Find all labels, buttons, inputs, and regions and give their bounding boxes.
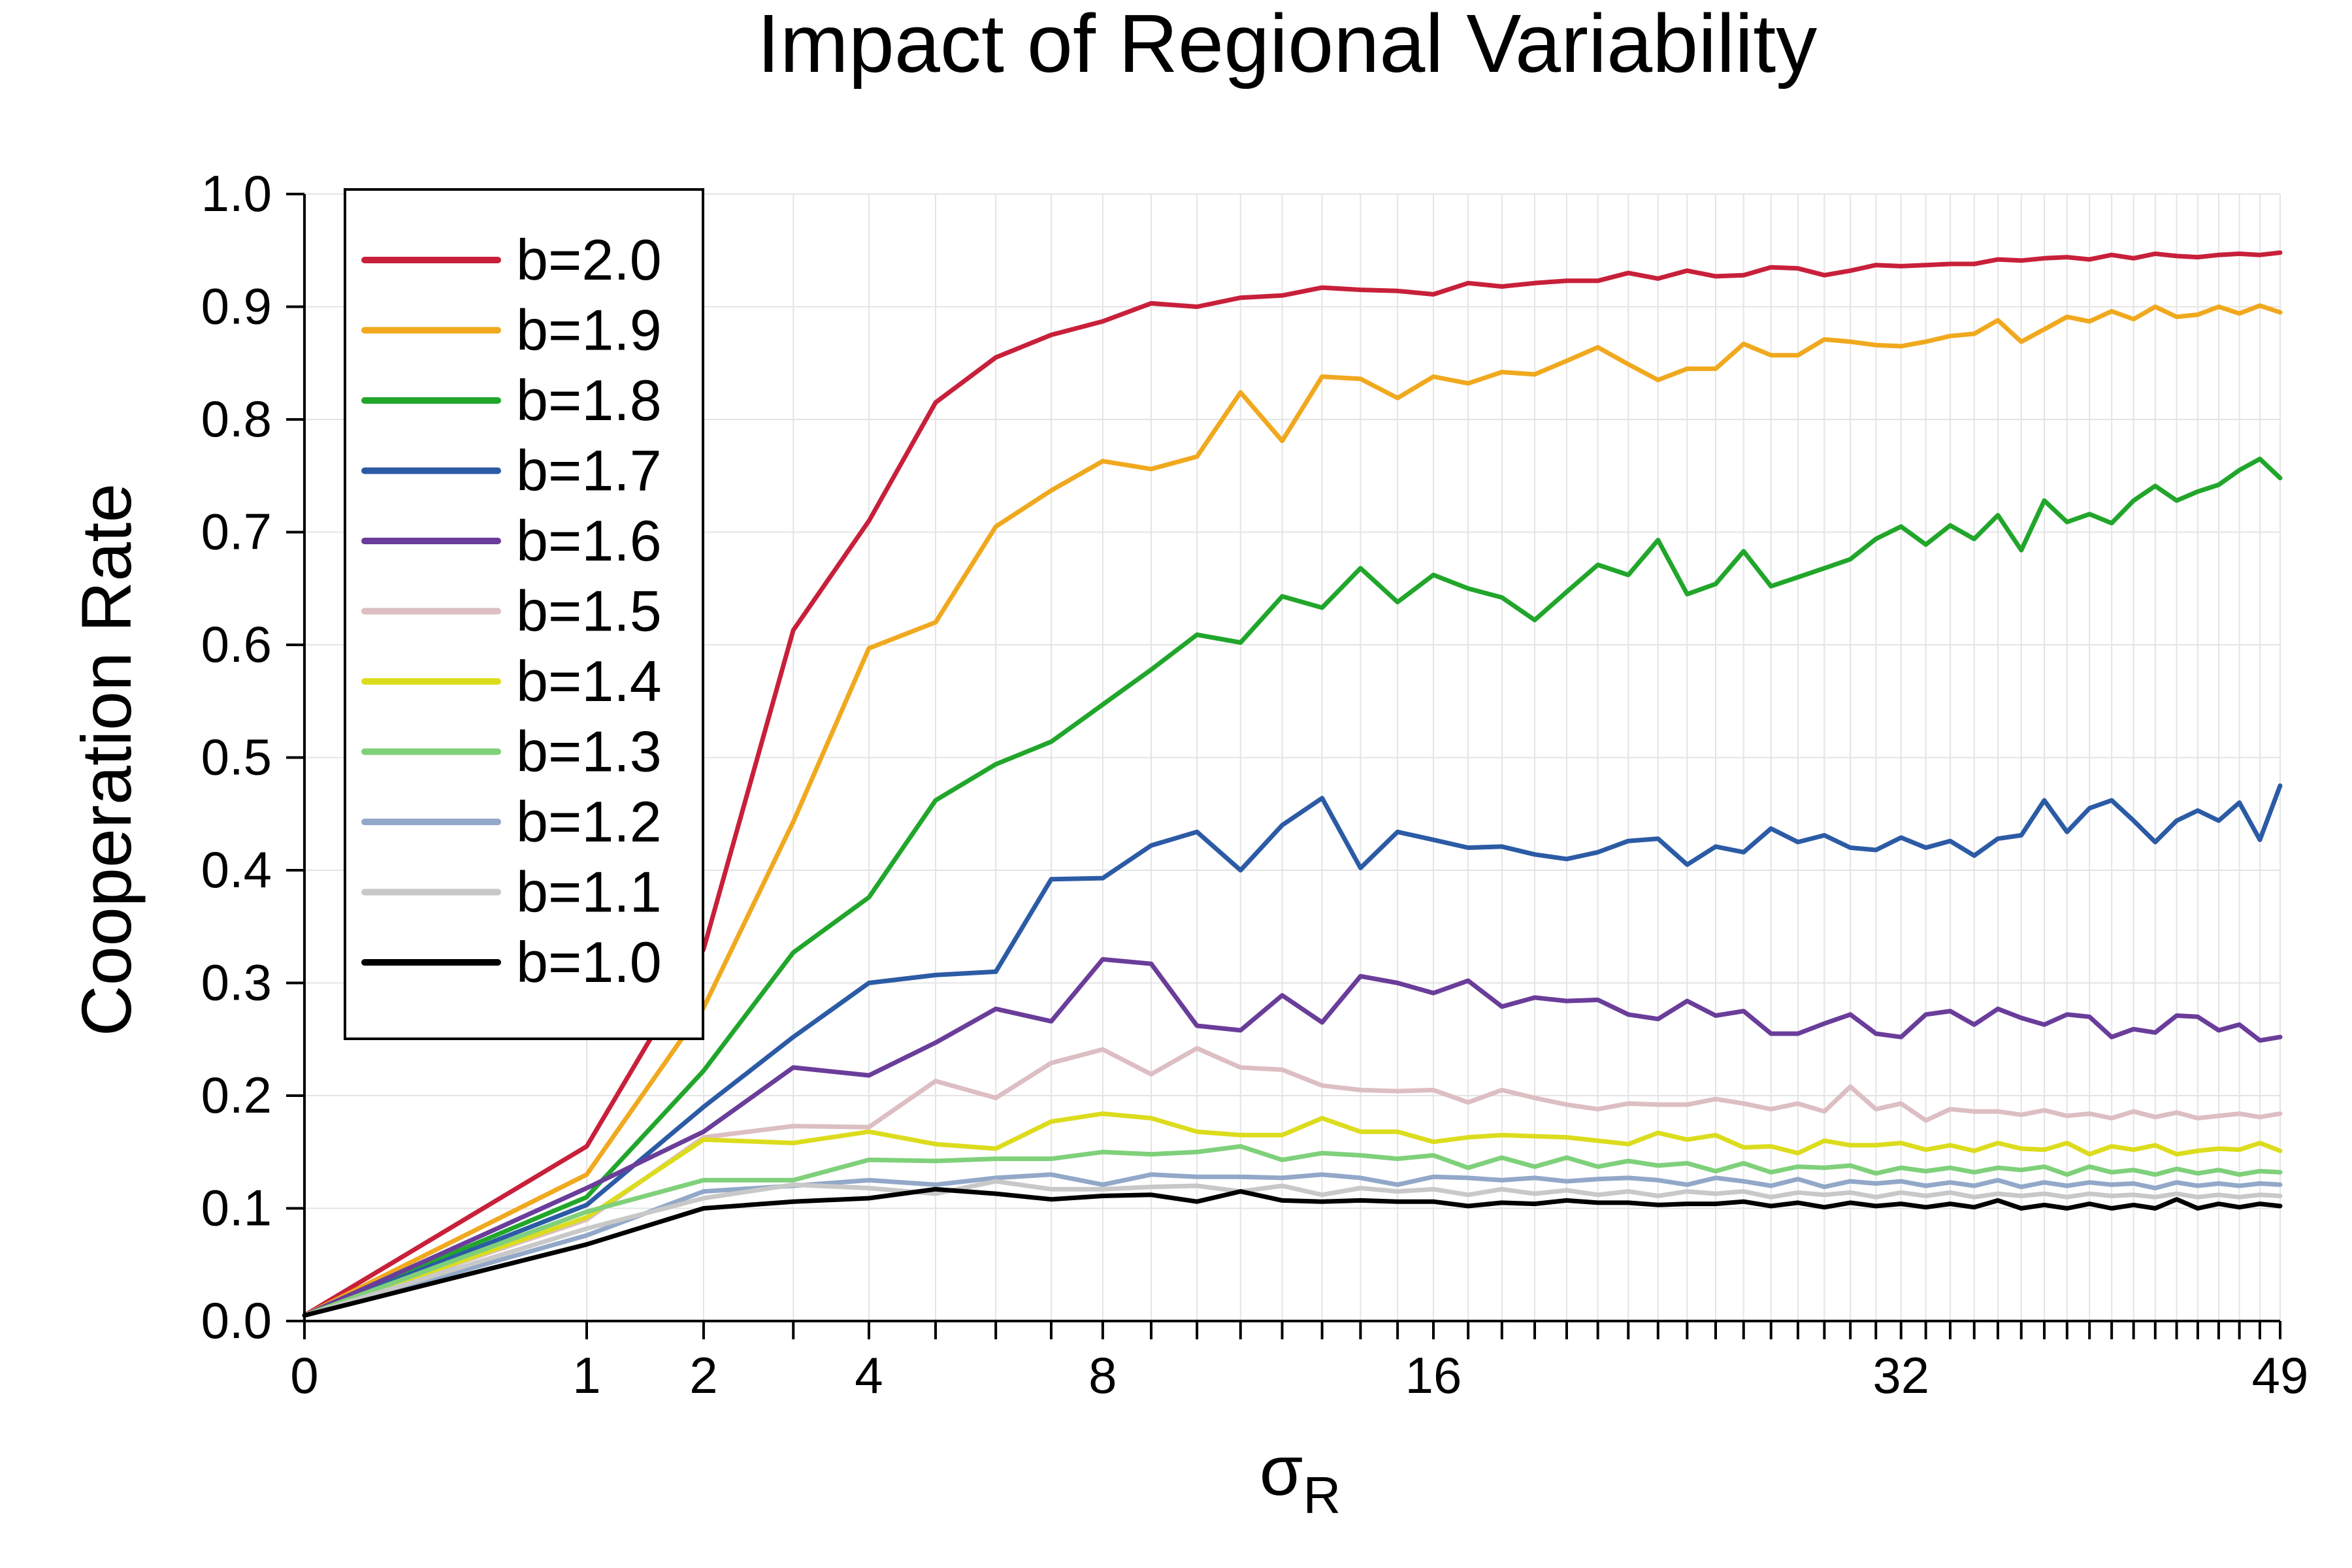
y-axis-label: Cooperation Rate xyxy=(67,483,146,1037)
x-tick-label: 16 xyxy=(1405,1347,1462,1404)
legend-label: b=1.4 xyxy=(516,649,662,713)
legend-label: b=2.0 xyxy=(516,227,662,292)
x-tick-label: 49 xyxy=(2252,1347,2309,1404)
x-axis-label: σR xyxy=(1260,1431,1341,1524)
legend-label: b=1.8 xyxy=(516,368,662,433)
legend-label: b=1.6 xyxy=(516,508,662,573)
x-tick-label: 4 xyxy=(855,1347,883,1404)
series-line-b-1-6 xyxy=(302,956,2283,1318)
series-line-b-1-7 xyxy=(302,783,2283,1318)
legend-entries: b=2.0b=1.9b=1.8b=1.7b=1.6b=1.5b=1.4b=1.3… xyxy=(361,227,662,994)
y-tick-label: 0.6 xyxy=(201,615,272,673)
x-axis-label-symbol: σ xyxy=(1260,1431,1303,1510)
y-tick-label: 0.0 xyxy=(201,1292,272,1349)
x-tick-label: 2 xyxy=(689,1347,717,1404)
x-tick-labels: 0 1 2 4 8 16 32 49 xyxy=(290,1347,2308,1404)
y-tick-labels: 0.0 0.1 0.2 0.3 0.4 0.5 0.6 0.7 0.8 0.9 1.0 xyxy=(201,165,272,1349)
series-line-b-1-5 xyxy=(302,1046,2283,1318)
series-line-b-1-8 xyxy=(302,456,2283,1318)
y-tick-label: 0.3 xyxy=(201,954,272,1011)
series-line-b-2-0 xyxy=(302,250,2283,1318)
x-tick-label: 0 xyxy=(290,1347,318,1404)
x-tick-label: 8 xyxy=(1088,1347,1117,1404)
x-axis-label-subscript: R xyxy=(1303,1466,1341,1524)
legend-label: b=1.7 xyxy=(516,438,662,503)
x-tick-label: 32 xyxy=(1872,1347,1929,1404)
legend-label: b=1.0 xyxy=(516,930,662,994)
series-line-b-1-9 xyxy=(302,303,2283,1318)
y-tick-label: 0.5 xyxy=(201,728,272,786)
series-line-b-1-0 xyxy=(302,1186,2283,1318)
y-tick-label: 0.9 xyxy=(201,278,272,335)
series-lines xyxy=(302,250,2283,1318)
x-tick-label: 1 xyxy=(572,1347,600,1404)
y-tick-label: 0.8 xyxy=(201,390,272,448)
series-line-b-1-3 xyxy=(302,1144,2283,1318)
axes xyxy=(286,193,2281,1339)
legend: b=2.0b=1.9b=1.8b=1.7b=1.6b=1.5b=1.4b=1.3… xyxy=(344,188,704,1040)
series-line-b-1-4 xyxy=(302,1111,2283,1318)
legend-label: b=1.2 xyxy=(516,789,662,854)
series-line-b-1-1 xyxy=(302,1179,2283,1318)
y-tick-label: 0.7 xyxy=(201,503,272,561)
legend-label: b=1.1 xyxy=(516,860,662,924)
y-tick-label: 1.0 xyxy=(201,165,272,222)
legend-label: b=1.5 xyxy=(516,579,662,644)
chart-title: Impact of Regional Variability xyxy=(757,0,1817,90)
series-line-b-1-2 xyxy=(302,1172,2283,1318)
y-tick-label: 0.4 xyxy=(201,841,272,898)
legend-label: b=1.3 xyxy=(516,719,662,784)
legend-label: b=1.9 xyxy=(516,298,662,363)
y-tick-label: 0.2 xyxy=(201,1066,272,1124)
y-tick-label: 0.1 xyxy=(201,1179,272,1237)
